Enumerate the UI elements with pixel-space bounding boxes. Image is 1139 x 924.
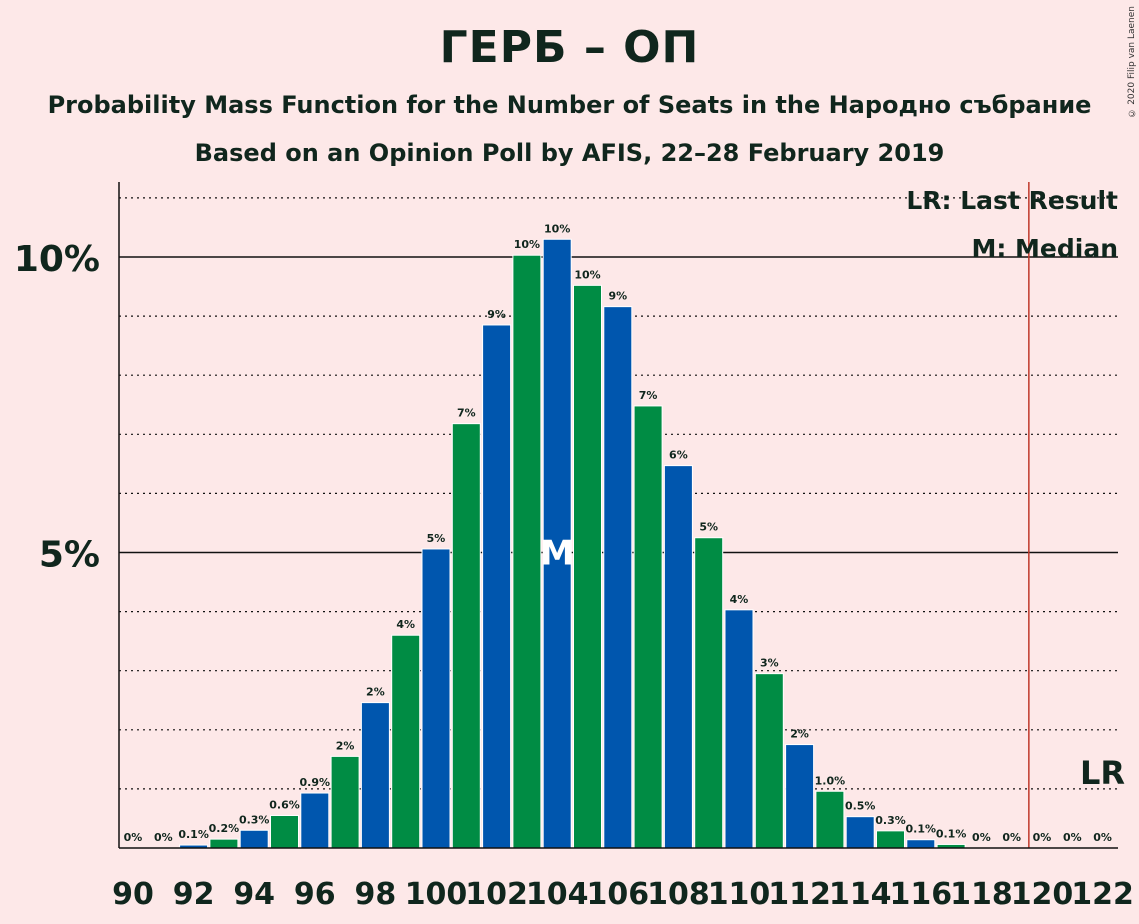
bar-value-label: 4% bbox=[730, 593, 749, 606]
bar-value-label: 4% bbox=[396, 618, 415, 631]
bar-seat-111 bbox=[754, 673, 784, 849]
bar-seat-102 bbox=[482, 324, 512, 849]
bar-value-label: 10% bbox=[544, 222, 570, 235]
bar-value-label: 0% bbox=[1093, 831, 1112, 844]
bar-seat-113 bbox=[815, 790, 845, 849]
bar-value-label: 0% bbox=[124, 831, 143, 844]
bar-value-label: 7% bbox=[457, 407, 476, 420]
bar-seat-106 bbox=[603, 306, 633, 849]
bar-seat-98 bbox=[360, 702, 390, 849]
bar-seat-103 bbox=[512, 254, 542, 849]
bar-seat-115 bbox=[876, 830, 905, 849]
bar-seat-96 bbox=[300, 792, 330, 849]
x-tick-label: 102 bbox=[465, 877, 528, 912]
bar-seat-94 bbox=[239, 829, 269, 849]
bar-seat-112 bbox=[785, 744, 815, 849]
bar-seat-109 bbox=[694, 537, 724, 849]
last-result-marker: LR bbox=[1080, 754, 1125, 792]
x-tick-label: 94 bbox=[233, 877, 275, 912]
x-tick-label: 118 bbox=[950, 877, 1013, 912]
bar-value-label: 0% bbox=[1033, 831, 1052, 844]
x-tick-label: 116 bbox=[889, 877, 952, 912]
legend-last-result: LR: Last Result bbox=[906, 186, 1118, 215]
bar-value-label: 7% bbox=[639, 389, 658, 402]
x-tick-label: 110 bbox=[708, 877, 771, 912]
x-tick-label: 108 bbox=[647, 877, 710, 912]
bar-value-label: 5% bbox=[427, 532, 446, 545]
x-tick-label: 90 bbox=[112, 877, 154, 912]
x-tick-label: 98 bbox=[355, 877, 397, 912]
x-tick-label: 92 bbox=[173, 877, 215, 912]
bar-value-label: 10% bbox=[514, 238, 540, 251]
bar-value-label: 10% bbox=[574, 268, 600, 281]
chart-title: ГЕРБ – ОП bbox=[439, 22, 700, 73]
bar-value-label: 0% bbox=[1063, 831, 1082, 844]
bar-seat-108 bbox=[663, 465, 693, 849]
bar-seat-104 bbox=[542, 238, 572, 849]
bar-value-label: 0% bbox=[1002, 831, 1021, 844]
bar-value-label: 0.1% bbox=[936, 827, 967, 840]
bar-value-label: 0.1% bbox=[906, 823, 937, 836]
x-tick-label: 112 bbox=[768, 877, 831, 912]
x-tick-label: 104 bbox=[526, 877, 589, 912]
bar-seat-116 bbox=[906, 839, 936, 849]
bar-value-label: 0.1% bbox=[178, 828, 209, 841]
bar-seat-110 bbox=[724, 609, 754, 849]
x-tick-label: 114 bbox=[829, 877, 892, 912]
x-tick-label: 106 bbox=[586, 877, 649, 912]
median-marker: M bbox=[540, 534, 574, 574]
bar-value-label: 9% bbox=[608, 290, 627, 303]
bar-seat-107 bbox=[633, 405, 663, 849]
x-tick-label: 96 bbox=[294, 877, 336, 912]
bar-seat-93 bbox=[209, 838, 239, 849]
bar-value-label: 2% bbox=[336, 739, 355, 752]
bar-value-label: 2% bbox=[790, 728, 809, 741]
x-tick-label: 100 bbox=[405, 877, 468, 912]
chart-source-line: Based on an Opinion Poll by AFIS, 22–28 … bbox=[194, 139, 945, 167]
bar-value-label: 9% bbox=[487, 308, 506, 321]
bar-value-label: 0% bbox=[154, 831, 173, 844]
bar-value-label: 6% bbox=[669, 449, 688, 462]
bar-value-label: 0.3% bbox=[875, 814, 906, 827]
bar-seat-114 bbox=[845, 816, 875, 849]
bar-value-label: 2% bbox=[366, 686, 385, 699]
bar-seat-105 bbox=[573, 284, 602, 849]
bar-seat-95 bbox=[270, 814, 299, 849]
bar-value-label: 0.3% bbox=[239, 813, 270, 826]
x-tick-label: 120 bbox=[1011, 877, 1074, 912]
legend-median: M: Median bbox=[971, 234, 1118, 263]
bar-value-label: 1.0% bbox=[815, 774, 846, 787]
bar-value-label: 0.9% bbox=[300, 776, 331, 789]
bar-seat-99 bbox=[391, 634, 421, 849]
x-tick-label: 122 bbox=[1071, 877, 1134, 912]
bar-value-label: 0.2% bbox=[209, 822, 240, 835]
bar-seat-100 bbox=[421, 548, 451, 849]
bar-value-label: 5% bbox=[699, 521, 718, 534]
bar-seat-101 bbox=[451, 423, 481, 849]
bar-seat-97 bbox=[330, 755, 360, 849]
y-tick-label: 10% bbox=[14, 239, 100, 280]
bar-value-label: 0.5% bbox=[845, 800, 876, 813]
bar-value-label: 0% bbox=[972, 831, 991, 844]
chart-subtitle: Probability Mass Function for the Number… bbox=[47, 91, 1092, 119]
y-tick-label: 5% bbox=[39, 535, 100, 576]
bar-value-label: 3% bbox=[760, 657, 779, 670]
bar-value-label: 0.6% bbox=[269, 798, 300, 811]
